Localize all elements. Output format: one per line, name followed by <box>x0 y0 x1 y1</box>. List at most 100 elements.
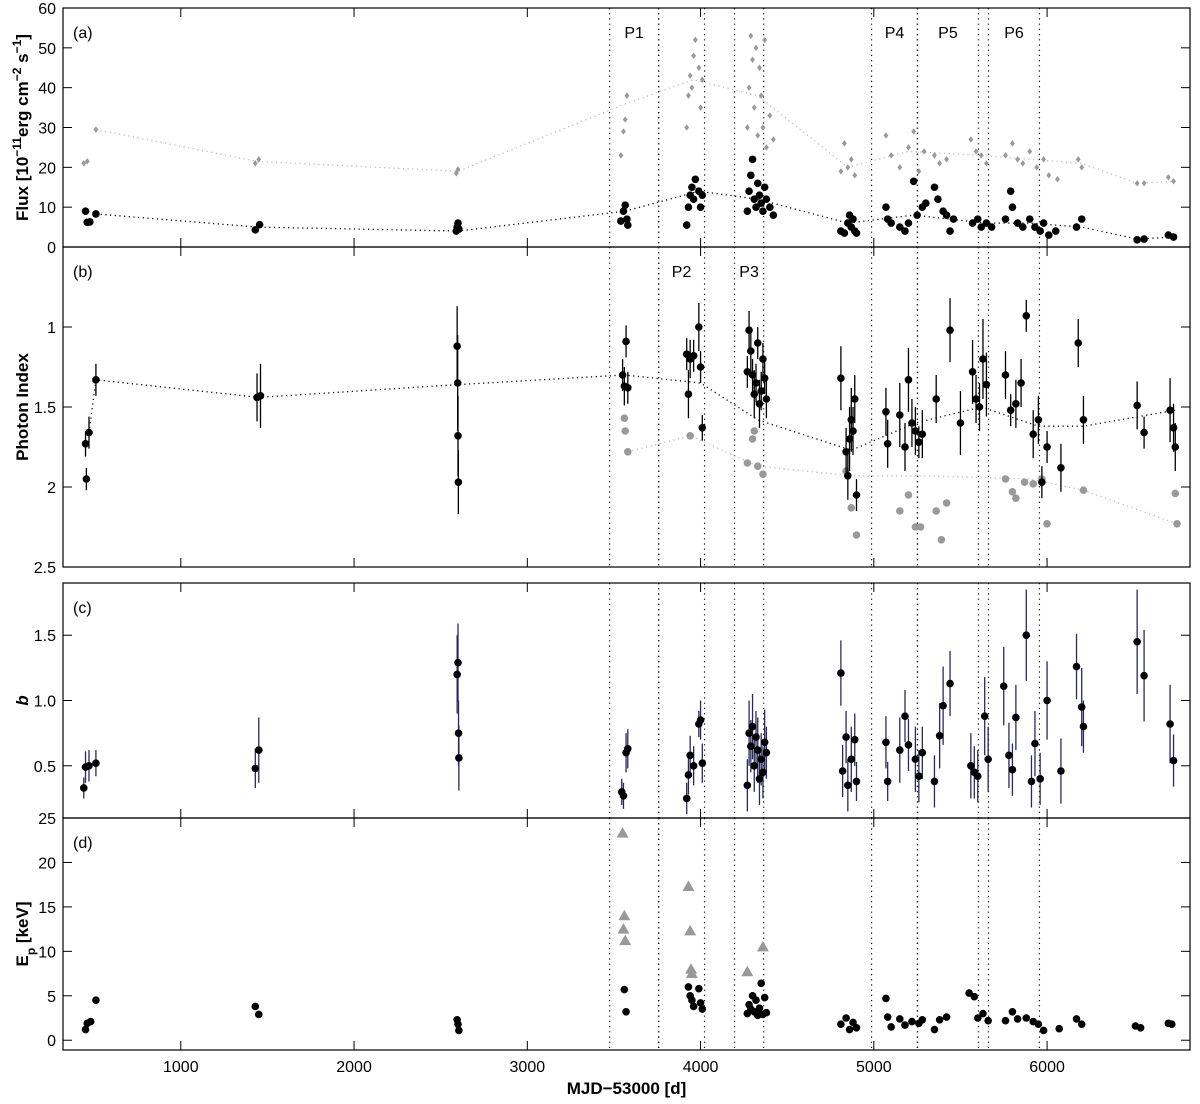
data-point <box>942 499 951 507</box>
data-point <box>616 827 629 838</box>
data-point <box>620 985 629 994</box>
data-point <box>621 201 630 209</box>
data-point <box>1043 443 1051 451</box>
data-point <box>753 44 759 52</box>
data-point <box>753 339 762 347</box>
data-point <box>760 374 769 383</box>
data-point <box>1134 180 1140 187</box>
y-axis-label-part: E <box>13 955 32 966</box>
data-point <box>618 909 631 921</box>
panel-label: (d) <box>73 835 93 852</box>
y-tick-label: 30 <box>38 121 56 138</box>
data-point <box>455 225 463 233</box>
data-point <box>1029 430 1038 439</box>
data-point <box>934 195 942 203</box>
data-point <box>852 1023 861 1032</box>
data-point <box>1055 176 1060 183</box>
data-point <box>1077 215 1086 223</box>
data-point <box>755 1004 764 1013</box>
data-point <box>757 387 766 395</box>
data-point <box>623 448 632 456</box>
data-point <box>760 993 769 1002</box>
data-point <box>1055 1024 1063 1033</box>
data-point <box>455 166 461 173</box>
data-point <box>1029 480 1038 488</box>
period-label: P1 <box>624 25 644 42</box>
panel: 0 5 10 15 20 25 1000 2000 3000 4000 5000 6000 (d) Ep … <box>13 811 1191 1098</box>
data-point <box>92 759 100 767</box>
data-point <box>1012 494 1020 503</box>
data-point <box>896 507 904 515</box>
data-point <box>86 1017 95 1026</box>
data-point <box>1072 223 1081 231</box>
data-point <box>687 72 693 79</box>
data-point <box>757 64 762 71</box>
x-tick-label: 2000 <box>336 1059 372 1076</box>
data-point <box>617 217 625 225</box>
data-point <box>698 191 707 200</box>
data-point <box>81 207 90 215</box>
data-point <box>918 430 927 439</box>
data-point <box>747 171 755 180</box>
data-point <box>982 219 991 227</box>
data-point <box>621 427 630 435</box>
data-point <box>752 379 760 387</box>
data-point <box>759 355 767 363</box>
data-point <box>849 427 857 435</box>
data-point <box>980 712 989 720</box>
y-axis-label: Flux [10−11erg cm−2 s−1] <box>10 34 32 221</box>
data-point <box>882 203 890 211</box>
data-point <box>696 999 705 1007</box>
data-point <box>621 128 626 135</box>
data-point <box>979 1009 987 1018</box>
data-point <box>453 342 461 351</box>
y-tick-label: 40 <box>38 81 56 98</box>
data-point <box>689 761 698 770</box>
data-point <box>918 1015 927 1024</box>
data-point <box>987 223 996 231</box>
data-point <box>251 226 260 234</box>
data-point <box>1079 164 1085 171</box>
data-point <box>845 1025 854 1034</box>
data-point <box>623 221 632 229</box>
data-point <box>1075 156 1081 163</box>
data-point <box>935 1015 944 1024</box>
data-point <box>1057 767 1065 775</box>
data-point <box>86 218 94 226</box>
data-point <box>619 792 628 800</box>
data-point <box>916 523 925 531</box>
data-point <box>935 731 944 740</box>
data-point <box>748 722 757 731</box>
data-point <box>256 392 265 400</box>
y-tick-label: 1.5 <box>34 400 56 417</box>
data-point <box>252 160 258 167</box>
data-point <box>695 323 703 331</box>
data-point <box>845 164 851 171</box>
data-point <box>1001 1016 1010 1025</box>
y-axis-label-part: [keV] <box>13 902 32 948</box>
data-point <box>769 211 778 219</box>
data-point <box>984 160 989 167</box>
data-point <box>698 1005 707 1013</box>
data-point <box>883 132 889 139</box>
y-tick-label: 20 <box>38 160 56 177</box>
y-tick-label: 15 <box>38 900 56 917</box>
data-point <box>887 1023 895 1031</box>
data-point <box>1046 172 1052 179</box>
data-point <box>973 1014 982 1022</box>
data-point <box>1140 428 1148 437</box>
data-point <box>251 764 260 773</box>
data-point <box>1012 713 1020 722</box>
data-point <box>904 219 913 227</box>
data-point <box>1168 1020 1176 1029</box>
data-point <box>750 195 759 203</box>
data-point <box>745 326 753 335</box>
data-point <box>1043 520 1051 528</box>
data-point <box>684 771 693 779</box>
y-tick-label: 10 <box>38 944 56 961</box>
data-point <box>908 419 916 427</box>
data-point <box>682 221 691 229</box>
data-point <box>916 168 922 175</box>
data-point <box>842 448 850 456</box>
data-point <box>1027 777 1036 786</box>
